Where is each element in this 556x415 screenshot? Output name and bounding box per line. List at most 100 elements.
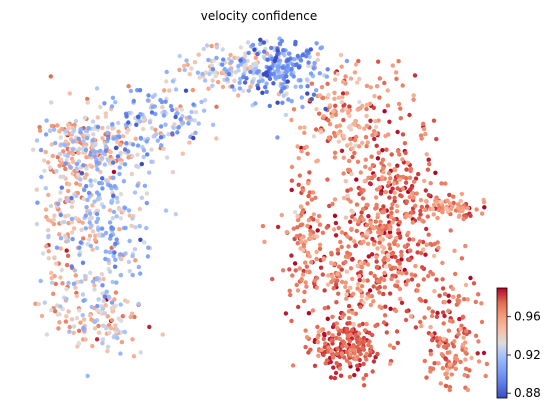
cell-point xyxy=(286,58,290,62)
cell-point xyxy=(84,148,88,152)
cell-point xyxy=(58,198,62,202)
cell-point xyxy=(286,97,290,101)
cell-point xyxy=(88,220,92,224)
cell-point xyxy=(164,208,168,212)
cell-point xyxy=(408,248,412,252)
cell-point xyxy=(342,156,346,160)
cell-point xyxy=(404,271,408,275)
cell-point xyxy=(343,285,347,289)
cell-point xyxy=(111,194,115,198)
cell-point xyxy=(358,352,362,356)
cell-point xyxy=(313,196,317,200)
cell-point xyxy=(396,341,400,345)
cell-point xyxy=(349,76,353,80)
cell-point xyxy=(39,175,43,179)
cell-point xyxy=(65,248,69,252)
cell-point xyxy=(440,261,444,265)
cell-point xyxy=(52,217,56,221)
cell-point xyxy=(171,170,175,174)
cell-point xyxy=(88,163,92,167)
cell-point xyxy=(284,113,288,117)
cell-point xyxy=(442,321,446,325)
cell-point xyxy=(353,70,357,74)
cell-point xyxy=(314,159,318,163)
cell-point xyxy=(101,306,105,310)
cell-point xyxy=(44,132,48,136)
cell-point xyxy=(109,225,113,229)
cell-point xyxy=(77,341,81,345)
cell-point xyxy=(105,349,109,353)
cell-point xyxy=(260,91,264,95)
cell-point xyxy=(66,154,70,158)
cell-point xyxy=(256,86,260,90)
cell-point xyxy=(365,223,369,227)
scatter-plot xyxy=(31,36,489,392)
cell-point xyxy=(428,369,432,373)
cell-point xyxy=(386,253,390,257)
cell-point xyxy=(453,272,457,276)
cell-point xyxy=(388,246,392,250)
cell-point xyxy=(138,238,142,242)
cell-point xyxy=(211,67,215,71)
cell-point xyxy=(340,245,344,249)
cell-point xyxy=(452,249,456,253)
cell-point xyxy=(118,165,122,169)
cell-point xyxy=(291,363,295,367)
cell-point xyxy=(83,116,87,120)
cell-point xyxy=(182,64,186,68)
cell-point xyxy=(117,207,121,211)
cell-point xyxy=(370,252,374,256)
cell-point xyxy=(296,218,300,222)
cell-point xyxy=(138,207,142,211)
cell-point xyxy=(51,154,55,158)
cell-point xyxy=(400,301,404,305)
cell-point xyxy=(363,179,367,183)
cell-point xyxy=(83,274,87,278)
cell-point xyxy=(353,357,357,361)
cell-point xyxy=(345,327,349,331)
cell-point xyxy=(236,93,240,97)
cell-point xyxy=(58,275,62,279)
cell-point xyxy=(293,85,297,89)
cell-point xyxy=(88,178,92,182)
cell-point xyxy=(432,203,436,207)
cell-point xyxy=(103,257,107,261)
cell-point xyxy=(138,224,142,228)
cell-point xyxy=(318,71,322,75)
cell-point xyxy=(115,214,119,218)
cell-point xyxy=(387,162,391,166)
cell-point xyxy=(119,192,123,196)
cell-point xyxy=(309,47,313,51)
cell-point xyxy=(336,292,340,296)
cell-point xyxy=(387,243,391,247)
cell-point xyxy=(396,149,400,153)
cell-point xyxy=(165,155,169,159)
cell-point xyxy=(388,343,392,347)
cell-point xyxy=(382,271,386,275)
cell-point xyxy=(426,168,430,172)
cell-point xyxy=(132,354,136,358)
cell-point xyxy=(432,212,436,216)
cell-point xyxy=(140,196,144,200)
cell-point xyxy=(302,290,306,294)
cell-point xyxy=(321,272,325,276)
cell-point xyxy=(327,331,331,335)
cell-point xyxy=(370,333,374,337)
cell-point xyxy=(374,259,378,263)
cell-point xyxy=(340,230,344,234)
cell-point xyxy=(451,195,455,199)
cell-point xyxy=(334,221,338,225)
cell-point xyxy=(93,154,97,158)
cell-point xyxy=(361,362,365,366)
cell-point xyxy=(360,346,364,350)
cell-point xyxy=(93,143,97,147)
cell-point xyxy=(130,172,134,176)
cell-point xyxy=(244,76,248,80)
cell-point xyxy=(108,150,112,154)
cell-point xyxy=(174,107,178,111)
cell-point xyxy=(348,137,352,141)
cell-point xyxy=(273,59,277,63)
cell-point xyxy=(119,216,123,220)
cell-point xyxy=(288,293,292,297)
cell-point xyxy=(385,234,389,238)
